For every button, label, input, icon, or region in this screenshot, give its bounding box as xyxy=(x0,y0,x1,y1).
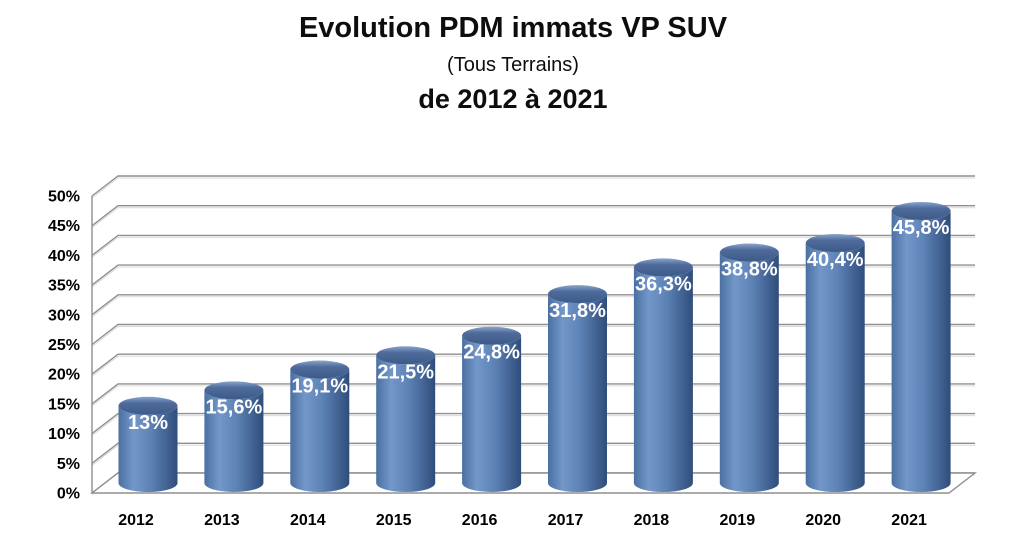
bar-body-2016 xyxy=(462,335,522,492)
bar-cylinder-2014 xyxy=(290,360,350,492)
x-axis-label-2021: 2021 xyxy=(891,512,927,529)
gridline-highlight xyxy=(91,207,975,229)
y-axis-tick-label: 45% xyxy=(48,218,80,235)
bar-top-2016 xyxy=(462,326,522,345)
bar-body-2014 xyxy=(290,369,350,492)
bar-body-2019 xyxy=(719,252,779,492)
gridline-highlight xyxy=(91,177,975,199)
bar-top-2014 xyxy=(290,360,350,379)
bar-top-2017 xyxy=(548,285,607,304)
bar-cylinder-2017 xyxy=(548,285,607,492)
y-axis-tick-label: 15% xyxy=(48,396,80,413)
y-axis-tick-label: 10% xyxy=(48,426,80,443)
bar-value-label-2014: 19,1% xyxy=(291,376,348,398)
bar-body-2017 xyxy=(548,294,607,492)
bar-cylinder-2015 xyxy=(376,346,436,492)
bar-value-label-2019: 38,8% xyxy=(721,259,778,281)
chart-title-block: Evolution PDM immats VP SUV (Tous Terrai… xyxy=(0,0,1026,115)
x-axis-label-2020: 2020 xyxy=(805,512,841,529)
gridline xyxy=(91,175,975,197)
bar-cylinder-2020 xyxy=(805,234,865,492)
y-axis-tick-label: 40% xyxy=(48,248,80,265)
bar-top-2018 xyxy=(633,258,693,277)
bar-cylinder-2013 xyxy=(204,381,264,492)
bar-body-2018 xyxy=(633,267,693,492)
x-axis-label-2018: 2018 xyxy=(634,512,670,529)
bar-top-2019 xyxy=(719,243,779,262)
gridline xyxy=(91,204,975,227)
bar-value-label-2018: 36,3% xyxy=(635,273,692,295)
bar-value-label-2021: 45,8% xyxy=(893,217,950,239)
bar-value-label-2013: 15,6% xyxy=(206,396,263,418)
bar-top-2013 xyxy=(204,381,264,400)
x-axis-label-2015: 2015 xyxy=(376,512,412,529)
y-axis-tick-label: 5% xyxy=(57,456,80,473)
bar-body-2020 xyxy=(805,243,865,492)
y-axis-tick-label: 25% xyxy=(48,337,80,354)
y-axis-tick-label: 20% xyxy=(48,367,80,384)
bar-cylinder-2012 xyxy=(118,396,178,492)
chart-date-range: de 2012 à 2021 xyxy=(418,84,608,114)
bar-value-label-2016: 24,8% xyxy=(463,342,520,364)
y-axis-tick-label: 50% xyxy=(48,189,80,206)
bar-cylinder-2018 xyxy=(633,258,693,492)
chart-subtitle: (Tous Terrains) xyxy=(447,54,579,76)
bar-top-2015 xyxy=(376,346,436,365)
chart-title: Evolution PDM immats VP SUV xyxy=(298,12,728,44)
gridline-highlight xyxy=(91,236,975,258)
x-axis-label-2019: 2019 xyxy=(720,512,756,529)
bar-value-label-2015: 21,5% xyxy=(377,361,434,383)
y-axis-tick-label: 35% xyxy=(48,278,80,295)
x-axis-label-2012: 2012 xyxy=(118,512,154,529)
x-axis-label-2014: 2014 xyxy=(290,512,326,529)
bar-value-label-2020: 40,4% xyxy=(807,249,864,271)
bar-body-2012 xyxy=(118,405,178,492)
bar-value-label-2017: 31,8% xyxy=(549,300,606,322)
bar-top-2021 xyxy=(891,201,951,220)
x-axis-label-2017: 2017 xyxy=(548,512,584,529)
bar-cylinder-2021 xyxy=(891,201,951,492)
bar-cylinder-2016 xyxy=(462,326,522,492)
x-axis-label-2013: 2013 xyxy=(204,512,240,529)
bar-body-2013 xyxy=(204,390,264,492)
x-axis-label-2016: 2016 xyxy=(462,512,498,529)
bar-cylinder-2019 xyxy=(719,243,779,492)
bar-body-2015 xyxy=(376,355,436,492)
y-axis-tick-label: 0% xyxy=(57,486,80,503)
bar-value-label-2012: 13% xyxy=(128,412,168,434)
bar-body-2021 xyxy=(891,210,951,492)
bar-top-2020 xyxy=(805,234,865,253)
bar-top-2012 xyxy=(118,396,178,415)
gridline xyxy=(91,234,975,256)
y-axis-tick-label: 30% xyxy=(48,307,80,324)
